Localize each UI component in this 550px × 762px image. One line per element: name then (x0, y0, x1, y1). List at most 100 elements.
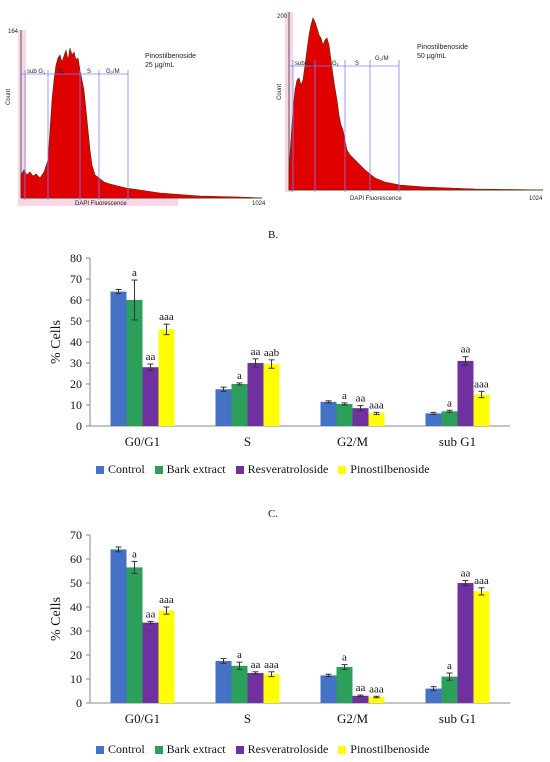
significance-label: a (237, 649, 242, 661)
gate-label-s: S (355, 61, 359, 67)
bar-control (110, 291, 127, 426)
y-tick-label: 60 (70, 293, 82, 307)
legend-swatch (96, 745, 104, 754)
bar-resveratroloside (352, 408, 369, 426)
y-tick-label: 60 (70, 552, 82, 566)
gate-label-g1: G1 (58, 69, 66, 75)
legend-label: Pinostilbenoside (350, 742, 430, 756)
bar-pinostilbenoside (263, 674, 280, 703)
histogram-25-svg: sub G1 G1 S G2/M 164 Count DAPI Fluoresc… (6, 29, 266, 207)
gate-label-g1: G1 (332, 61, 340, 67)
legend-label: Control (108, 462, 145, 476)
gate-label-subg1: sub G1 (27, 69, 46, 75)
x-tick-label: S (244, 434, 251, 449)
significance-label: a (342, 652, 347, 664)
histogram-25: sub G1 G1 S G2/M 164 Count DAPI Fluoresc… (0, 0, 270, 212)
gate-label-subg1: sub G1 (295, 61, 314, 67)
y-tick-label: 20 (70, 377, 82, 391)
bar-control (320, 401, 337, 426)
y-axis-label: Count (277, 84, 283, 100)
y-tick-label: 50 (70, 576, 82, 590)
hist-title: Pinostilbenoside (145, 53, 196, 60)
bar-bark-extract (126, 300, 143, 426)
y-tick-label: 70 (70, 528, 82, 542)
legend-swatch (235, 745, 244, 754)
legend-label: Bark extract (166, 462, 226, 476)
significance-label: a (447, 397, 452, 409)
bar-resveratroloside (247, 363, 264, 426)
significance-label: aab (264, 347, 280, 359)
x-tick-label: G2/M (337, 434, 369, 449)
legend-item-resveratroloside: Resveratroloside (235, 462, 328, 477)
y-tick-label: 30 (70, 624, 82, 638)
histogram-50: sub G1 G1 S G2/M 200 Count DAPI Fluoresc… (275, 0, 550, 212)
significance-label: a (132, 548, 137, 560)
legend-swatch (154, 745, 163, 754)
hist-concentration: 25 μg/mL (145, 62, 174, 69)
y-tick-label: 80 (70, 251, 82, 265)
bar-pinostilbenoside (158, 329, 175, 426)
axis-band (18, 198, 178, 206)
y-tick-label: 10 (70, 672, 82, 686)
bar-pinostilbenoside (473, 591, 490, 703)
bar-resveratroloside (247, 673, 264, 703)
significance-label: aaa (369, 683, 384, 695)
y-tick-label: 0 (76, 696, 82, 710)
significance-label: aaa (474, 378, 489, 390)
hist-concentration: 50 μg/mL (417, 53, 446, 60)
y-tick-label: 30 (70, 356, 82, 370)
significance-label: aa (146, 351, 156, 363)
histogram-area (288, 17, 544, 191)
bar-resveratroloside (457, 583, 474, 703)
bar-bark-extract (336, 403, 353, 426)
gate-label-g2m: G2/M (106, 69, 120, 75)
histogram-50-svg: sub G1 G1 S G2/M 200 Count DAPI Fluoresc… (277, 12, 544, 202)
y-tick-label: 40 (70, 600, 82, 614)
significance-label: a (237, 370, 242, 382)
y-tick-label: 70 (70, 272, 82, 286)
legend-item-pinostilbenoside: Pinostilbenoside (338, 462, 430, 477)
significance-label: aa (356, 393, 366, 405)
legend-b: Control Bark extract Resveratroloside Pi… (96, 462, 440, 477)
bar-control (425, 413, 442, 426)
y-axis-label: Count (6, 89, 12, 105)
x-tick-label: G2/M (337, 711, 369, 726)
legend-c: Control Bark extract Resveratroloside Pi… (96, 742, 440, 757)
y-tick-label: 20 (70, 648, 82, 662)
significance-label: aa (356, 682, 366, 694)
bar-pinostilbenoside (263, 364, 280, 426)
bar-bark-extract (336, 667, 353, 703)
ymax-label: 200 (277, 14, 288, 20)
legend-swatch (96, 465, 104, 474)
panel-b-label: B. (268, 229, 279, 241)
x-axis-label: DAPI Fluorescence (75, 201, 127, 207)
y-tick-label: 40 (70, 335, 82, 349)
bar-pinostilbenoside (473, 394, 490, 426)
bar-resveratroloside (457, 360, 474, 426)
legend-label: Control (108, 742, 145, 756)
significance-label: aa (461, 344, 471, 356)
bar-resveratroloside (142, 367, 159, 426)
xmax-label: 1024 (252, 201, 266, 207)
legend-item-pinostilbenoside: Pinostilbenoside (338, 742, 430, 757)
significance-label: aaa (264, 659, 279, 671)
x-tick-label: sub G1 (439, 434, 476, 449)
significance-label: aaa (474, 575, 489, 587)
x-axis-label: DAPI Fluorescence (350, 196, 402, 202)
ymax-label: 164 (8, 29, 19, 35)
legend-item-control: Control (96, 742, 145, 757)
gate-label-s: S (87, 69, 91, 75)
x-tick-label: S (244, 711, 251, 726)
bar-control (110, 549, 127, 703)
significance-label: aa (461, 568, 471, 580)
significance-label: aaa (159, 311, 174, 323)
bar-bark-extract (441, 411, 458, 426)
legend-label: Pinostilbenoside (350, 462, 430, 476)
panel-c-label: C. (268, 508, 279, 520)
y-axis-label: % Cells (49, 320, 64, 364)
gate-label-g2m: G2/M (375, 56, 389, 62)
bar-pinostilbenoside (368, 697, 385, 703)
y-axis-label: % Cells (49, 597, 64, 641)
